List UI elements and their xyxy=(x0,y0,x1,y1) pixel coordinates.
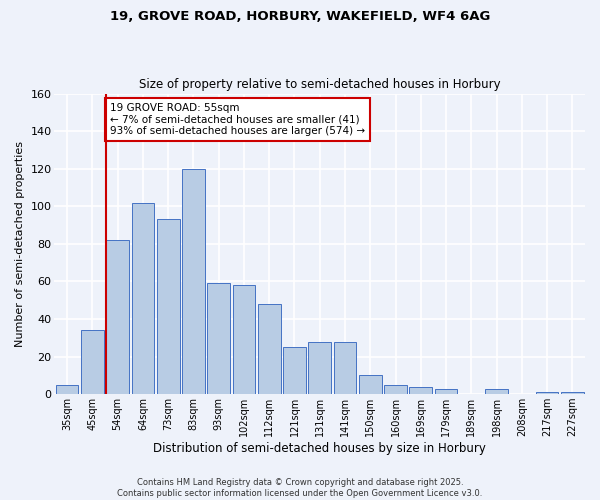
X-axis label: Distribution of semi-detached houses by size in Horbury: Distribution of semi-detached houses by … xyxy=(153,442,486,455)
Bar xyxy=(536,392,559,394)
Text: 19 GROVE ROAD: 55sqm
← 7% of semi-detached houses are smaller (41)
93% of semi-d: 19 GROVE ROAD: 55sqm ← 7% of semi-detach… xyxy=(110,103,365,136)
Bar xyxy=(258,304,281,394)
Bar xyxy=(233,285,256,394)
Bar xyxy=(56,385,79,394)
Bar xyxy=(308,342,331,394)
Bar xyxy=(334,342,356,394)
Bar xyxy=(409,386,432,394)
Bar xyxy=(106,240,129,394)
Bar xyxy=(359,376,382,394)
Bar xyxy=(208,284,230,394)
Bar xyxy=(434,388,457,394)
Y-axis label: Number of semi-detached properties: Number of semi-detached properties xyxy=(15,141,25,347)
Bar xyxy=(561,392,584,394)
Bar xyxy=(182,168,205,394)
Bar xyxy=(283,347,306,394)
Title: Size of property relative to semi-detached houses in Horbury: Size of property relative to semi-detach… xyxy=(139,78,500,91)
Bar xyxy=(131,202,154,394)
Bar xyxy=(157,220,179,394)
Bar xyxy=(485,388,508,394)
Bar xyxy=(81,330,104,394)
Text: Contains HM Land Registry data © Crown copyright and database right 2025.
Contai: Contains HM Land Registry data © Crown c… xyxy=(118,478,482,498)
Bar xyxy=(384,385,407,394)
Text: 19, GROVE ROAD, HORBURY, WAKEFIELD, WF4 6AG: 19, GROVE ROAD, HORBURY, WAKEFIELD, WF4 … xyxy=(110,10,490,23)
